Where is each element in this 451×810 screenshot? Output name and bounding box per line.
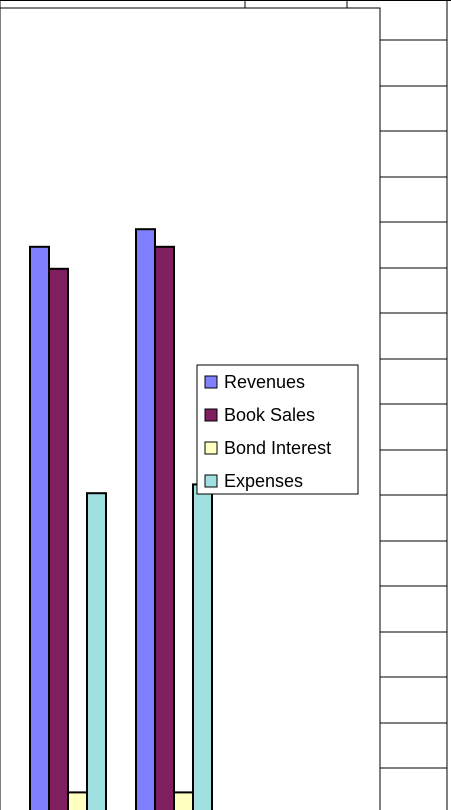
chart-legend: Revenues Book Sales Bond Interest Expenses (196, 364, 359, 495)
bar-revenues-1 (29, 245, 50, 810)
legend-label-revenues: Revenues (224, 372, 305, 392)
legend-swatch-book-sales (204, 408, 218, 422)
bar-bond-interest-2 (173, 791, 194, 810)
bar-revenues-2 (135, 228, 156, 810)
legend-swatch-revenues (204, 375, 218, 389)
bar-expenses-2 (192, 483, 213, 810)
bar-book-sales-2 (154, 245, 175, 810)
bar-expenses-1 (86, 492, 107, 810)
legend-label-bond-interest: Bond Interest (224, 438, 331, 458)
legend-box (196, 364, 359, 495)
legend-label-book-sales: Book Sales (224, 405, 315, 425)
bar-bond-interest-1 (67, 791, 88, 810)
legend-swatch-expenses (204, 474, 218, 488)
legend-swatch-bond-interest (204, 441, 218, 455)
bar-group (29, 228, 213, 810)
legend-label-expenses: Expenses (224, 471, 303, 491)
bar-book-sales-1 (48, 267, 69, 810)
